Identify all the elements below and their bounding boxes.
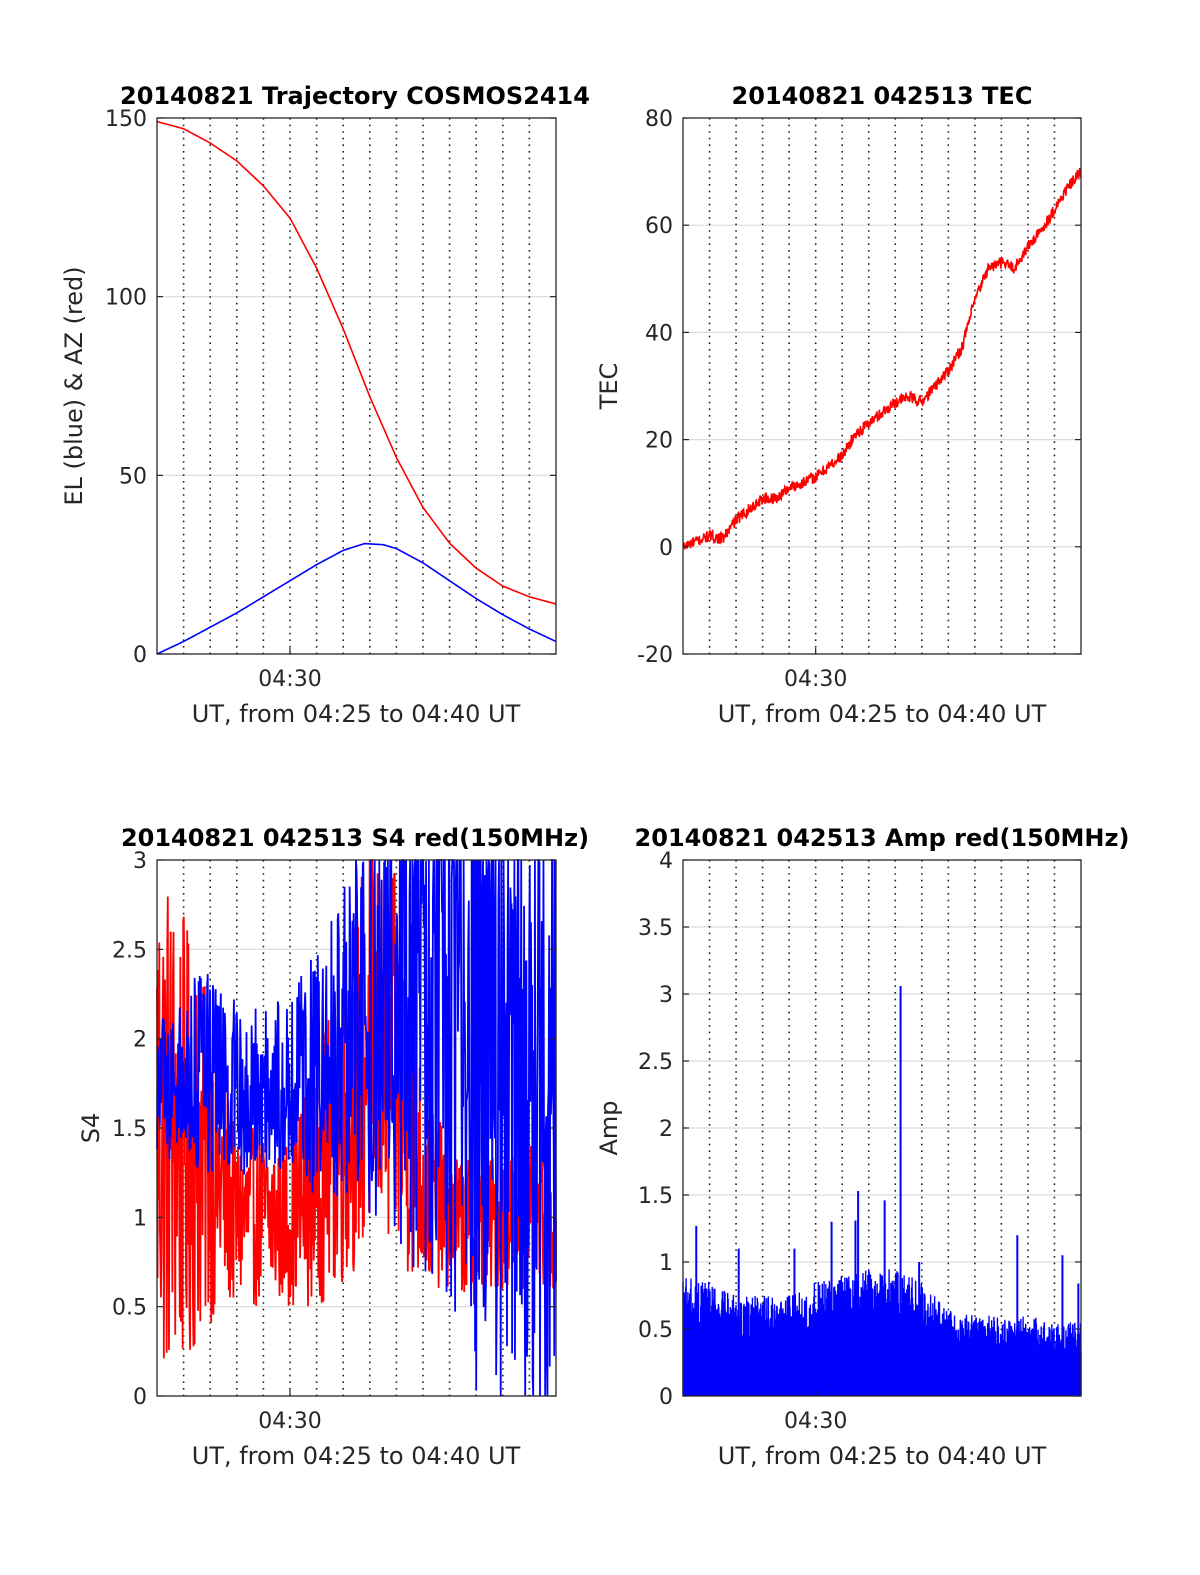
series-line: [156, 542, 557, 655]
ytick-label: 40: [645, 321, 673, 346]
panel-2-title: 20140821 042513 S4 red(150MHz): [121, 824, 589, 852]
ytick-label: 100: [105, 286, 147, 311]
ytick-label: 150: [105, 107, 147, 132]
ytick-label: 2.5: [112, 938, 147, 963]
series-spikes: [682, 1269, 1082, 1397]
ytick-label: 20: [645, 429, 673, 454]
panel-3-xlabel: UT, from 04:25 to 04:40 UT: [718, 1442, 1047, 1470]
panel-2-series: [156, 859, 557, 1397]
panel-2-ylabel: S4: [77, 1113, 105, 1144]
panel-1-title: 20140821 042513 TEC: [732, 82, 1033, 110]
panel-0-title: 20140821 Trajectory COSMOS2414: [120, 82, 590, 110]
panel-s4: 20140821 042513 S4 red(150MHz) 0 0.5 1 1.5 2…: [77, 824, 589, 1470]
ytick-label: 3.5: [638, 916, 673, 941]
ytick-label: 3: [133, 849, 147, 874]
series-line: [156, 120, 557, 605]
panel-0-frame: [156, 117, 557, 655]
panel-1-grid: [683, 118, 1081, 654]
ytick-label: 1: [133, 1206, 147, 1231]
ytick-label: -20: [637, 643, 673, 668]
panel-trajectory: 20140821 Trajectory COSMOS2414 0 50 100 150…: [60, 82, 590, 728]
panel-1-frame: [682, 117, 1082, 655]
panel-2-ticks: 0 0.5 1 1.5 2 2.5 3 04:30: [112, 849, 556, 1434]
ytick-label: 0: [133, 1385, 147, 1410]
ytick-label: 0.5: [638, 1318, 673, 1343]
panel-3-series: [682, 985, 1082, 1397]
panel-3-ticks: 0 0.5 1 1.5 2 2.5 3 3.5 4 04:30: [638, 849, 1081, 1434]
series-noise-line: [156, 859, 557, 1397]
panel-0-series: [156, 120, 557, 655]
ytick-label: 1.5: [112, 1117, 147, 1142]
ytick-label: 2.5: [638, 1050, 673, 1075]
xtick-label: 04:30: [784, 1409, 847, 1434]
ytick-label: 3: [659, 983, 673, 1008]
xtick-label: 04:30: [258, 1409, 321, 1434]
panel-3-ylabel: Amp: [595, 1100, 623, 1155]
panel-tec: 20140821 042513 TEC -20 0 20 40 60 80 04:30 UT…: [595, 82, 1082, 728]
ytick-label: 0: [659, 1385, 673, 1410]
ytick-label: 1: [659, 1251, 673, 1276]
panel-3-title: 20140821 042513 Amp red(150MHz): [635, 824, 1130, 852]
ytick-label: 0: [659, 536, 673, 561]
panel-2-xlabel: UT, from 04:25 to 04:40 UT: [192, 1442, 521, 1470]
ytick-label: 50: [119, 464, 147, 489]
panel-0-ylabel: EL (blue) & AZ (red): [60, 266, 88, 505]
ytick-label: 0.5: [112, 1296, 147, 1321]
panel-amp: 20140821 042513 Amp red(150MHz) 0 0.5 1 1.5…: [595, 824, 1129, 1470]
ytick-label: 1.5: [638, 1184, 673, 1209]
series-line: [682, 167, 1082, 550]
panel-1-series: [682, 167, 1082, 550]
panel-1-ticks: -20 0 20 40 60 80 04:30: [637, 107, 1081, 692]
ytick-label: 80: [645, 107, 673, 132]
ytick-label: 2: [133, 1028, 147, 1053]
ytick-label: 4: [659, 849, 673, 874]
panel-1-ylabel: TEC: [595, 363, 623, 411]
panel-0-ticks: 0 50 100 150 04:30: [105, 107, 556, 692]
panel-0-xlabel: UT, from 04:25 to 04:40 UT: [192, 700, 521, 728]
panel-0-grid: [157, 118, 556, 654]
panel-1-xlabel: UT, from 04:25 to 04:40 UT: [718, 700, 1047, 728]
ytick-label: 60: [645, 214, 673, 239]
ytick-label: 0: [133, 643, 147, 668]
ytick-label: 2: [659, 1117, 673, 1142]
xtick-label: 04:30: [784, 667, 847, 692]
xtick-label: 04:30: [258, 667, 321, 692]
